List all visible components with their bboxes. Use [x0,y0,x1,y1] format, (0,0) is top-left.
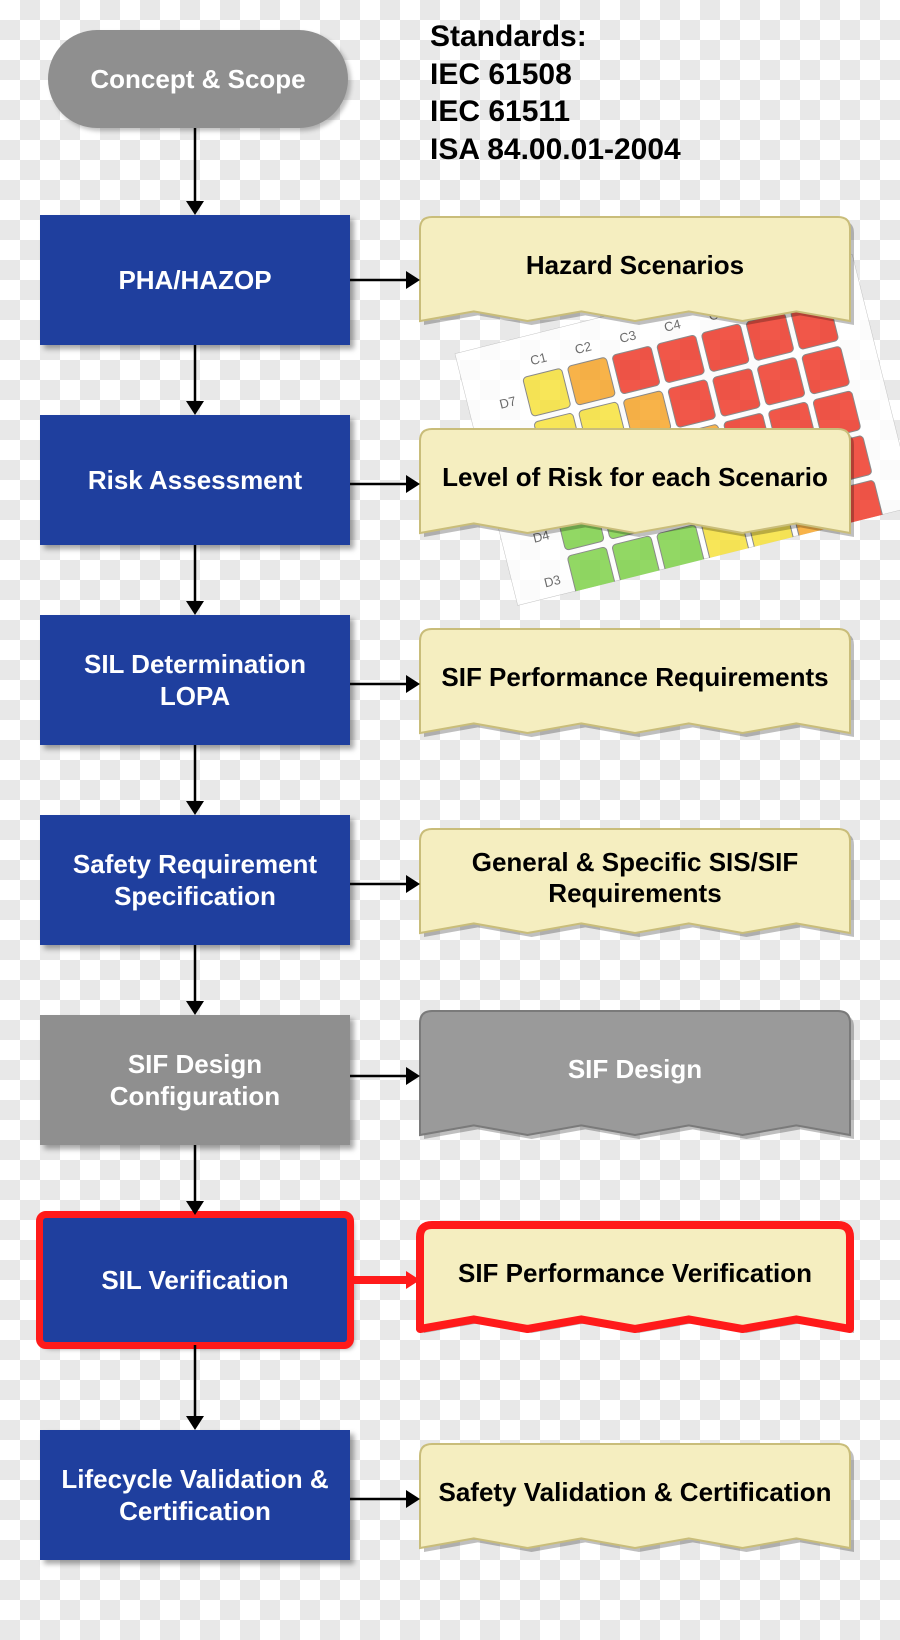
output-note-label-3: General & Specific SIS/SIF Requirements [420,829,850,927]
standards-text: Standards: IEC 61508 IEC 61511 ISA 84.00… [430,18,681,168]
output-note-2: SIF Performance Requirements [420,629,850,739]
output-note-4: SIF Design [420,1011,850,1141]
svg-text:D7: D7 [498,393,518,412]
process-box-0: PHA/HAZOP [40,215,350,345]
output-note-3: General & Specific SIS/SIF Requirements [420,829,850,939]
output-note-label-6: Safety Validation & Certification [420,1444,850,1542]
output-note-label-0: Hazard Scenarios [420,217,850,315]
svg-text:C1: C1 [529,350,549,369]
process-box-6: Lifecycle Validation & Certification [40,1430,350,1560]
output-note-label-2: SIF Performance Requirements [420,629,850,727]
output-note-6: Safety Validation & Certification [420,1444,850,1554]
process-box-5: SIL Verification [40,1215,350,1345]
output-note-label-1: Level of Risk for each Scenario [420,429,850,527]
process-box-3: Safety Requirement Specification [40,815,350,945]
output-note-1: Level of Risk for each Scenario [420,429,850,539]
output-note-label-4: SIF Design [420,1011,850,1129]
concept-scope-pill: Concept & Scope [48,30,348,128]
process-box-1: Risk Assessment [40,415,350,545]
output-note-5: SIF Performance Verification [420,1225,850,1335]
process-box-2: SIL Determination LOPA [40,615,350,745]
output-note-label-5: SIF Performance Verification [420,1225,850,1323]
output-note-0: Hazard Scenarios [420,217,850,327]
svg-text:D3: D3 [542,572,562,591]
process-box-4: SIF Design Configuration [40,1015,350,1145]
